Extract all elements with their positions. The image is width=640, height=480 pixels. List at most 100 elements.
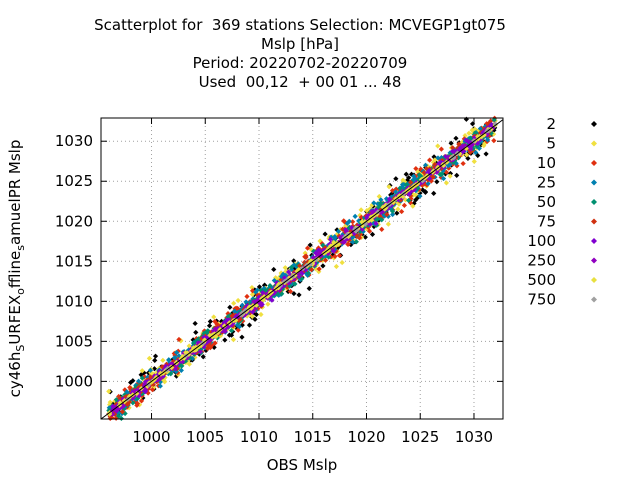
data-point (175, 348, 181, 354)
data-point (186, 343, 192, 349)
data-point (151, 373, 158, 379)
data-point (337, 234, 344, 241)
data-point (438, 174, 444, 181)
legend-marker-100 (591, 238, 597, 244)
data-point (447, 170, 454, 177)
data-point (477, 126, 483, 132)
data-point (205, 328, 211, 334)
data-point (471, 158, 477, 165)
data-point (359, 223, 365, 229)
data-point (457, 143, 463, 149)
data-point (430, 159, 437, 165)
data-point (438, 159, 444, 165)
data-point (198, 342, 204, 349)
data-point (235, 297, 241, 304)
data-point (203, 330, 209, 336)
data-point (231, 300, 237, 306)
data-point (126, 393, 132, 400)
data-point (350, 239, 356, 245)
data-point (211, 344, 217, 350)
data-point (454, 163, 460, 169)
data-point (152, 357, 158, 363)
x-tick-label: 1000 (132, 428, 170, 446)
reference-line (100, 119, 504, 420)
legend-label-10: 10 (537, 154, 556, 172)
y-tick-label: 1010 (55, 292, 93, 310)
data-point (188, 348, 195, 354)
data-point (320, 263, 326, 269)
data-point (306, 285, 312, 292)
data-point (279, 291, 285, 297)
data-point (130, 400, 136, 406)
data-point (491, 131, 497, 137)
title-line-3: Period: 20220702-20220709 (192, 54, 408, 72)
data-point (354, 232, 360, 239)
data-point (469, 127, 475, 133)
legend-label-25: 25 (537, 174, 556, 192)
y-tick-label: 1020 (55, 212, 93, 230)
data-point (119, 409, 126, 415)
legend-marker-75 (591, 218, 597, 225)
data-point (296, 273, 302, 280)
data-point (376, 215, 382, 221)
data-point (373, 207, 379, 213)
data-point (272, 289, 278, 295)
data-point (400, 177, 406, 183)
data-point (244, 293, 250, 300)
data-point (352, 213, 358, 219)
legend-label-75: 75 (537, 213, 556, 231)
data-point (308, 258, 314, 264)
data-point (288, 264, 295, 270)
data-point (255, 306, 261, 312)
title-line-1: Scatterplot for 369 stations Selection: … (94, 16, 506, 34)
data-point (191, 340, 197, 347)
data-point (466, 130, 472, 136)
data-point (468, 146, 474, 152)
points-layer (100, 115, 504, 422)
data-point (492, 121, 498, 127)
data-point (156, 368, 163, 374)
data-point (425, 180, 431, 187)
data-point (280, 271, 286, 277)
chart-title: Scatterplot for 369 stations Selection: … (0, 16, 600, 92)
data-point (358, 207, 364, 213)
data-point (201, 328, 207, 334)
data-point (173, 373, 180, 379)
data-point (243, 299, 249, 305)
data-point (456, 141, 462, 147)
data-point (254, 287, 260, 293)
data-point (336, 233, 342, 239)
data-point (366, 228, 373, 234)
data-point (200, 354, 206, 360)
data-point (163, 361, 170, 367)
data-point (157, 376, 163, 382)
data-point (377, 203, 383, 210)
data-point (384, 211, 390, 218)
data-point (196, 351, 202, 357)
data-point (151, 366, 158, 372)
data-point (211, 314, 217, 320)
data-point (278, 270, 284, 276)
data-point (454, 172, 460, 178)
data-point (378, 197, 384, 203)
data-point (367, 206, 373, 212)
data-point (449, 148, 456, 154)
data-point (107, 399, 113, 405)
data-point (147, 367, 154, 373)
data-point (353, 239, 359, 245)
data-point (443, 169, 449, 175)
data-point (326, 254, 332, 260)
data-point (477, 130, 484, 136)
data-point (443, 153, 449, 160)
x-tick-label: 1015 (294, 428, 332, 446)
data-point (371, 200, 377, 206)
data-point (432, 161, 438, 168)
data-point (491, 127, 497, 133)
data-point (463, 116, 469, 122)
data-point (483, 151, 489, 157)
legend-marker-2 (591, 121, 597, 127)
data-point (399, 182, 406, 188)
data-point (435, 155, 441, 161)
data-point (340, 231, 346, 237)
data-point (385, 221, 391, 227)
